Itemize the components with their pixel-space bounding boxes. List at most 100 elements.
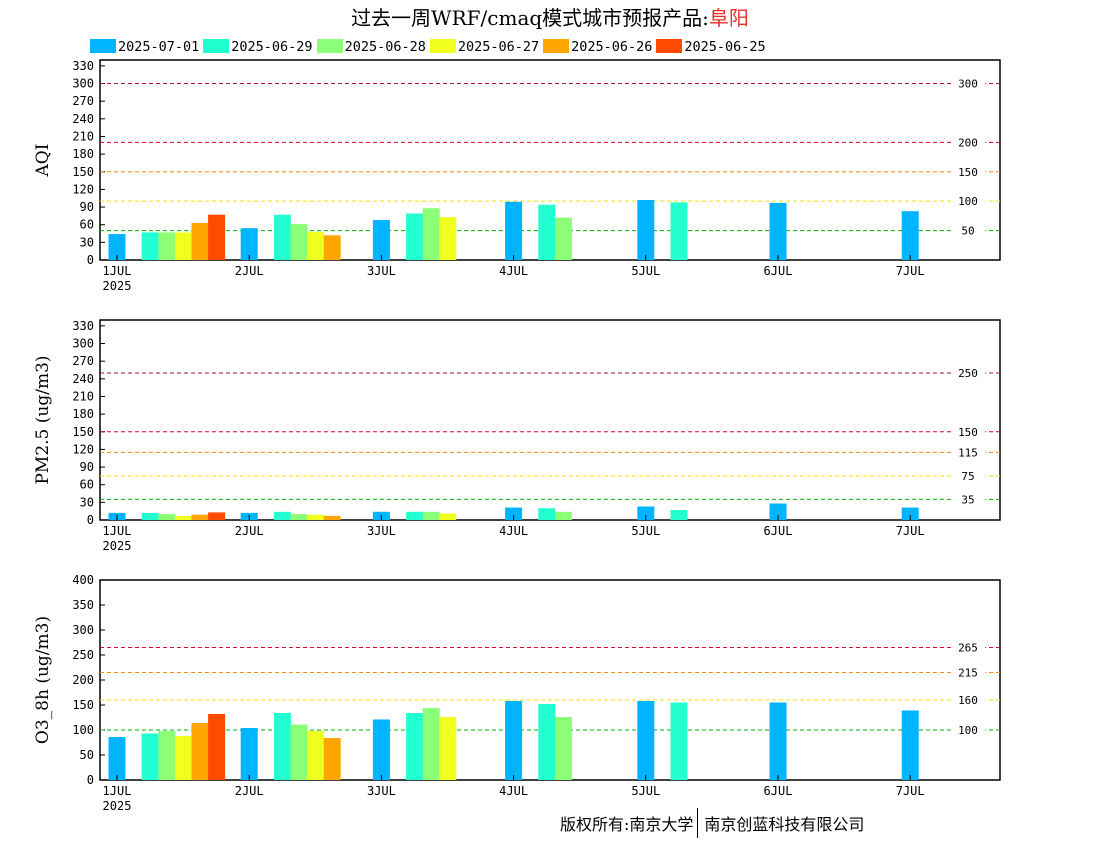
threshold-label: 50	[961, 225, 974, 238]
x-tick-year: 2025	[103, 279, 132, 293]
y-tick-label: 240	[72, 372, 94, 386]
bar-2025-07-01-6	[901, 507, 919, 520]
y-tick-label: 400	[72, 573, 94, 587]
bar-2025-07-01-0	[108, 234, 126, 260]
bar-2025-06-26-0	[191, 222, 209, 260]
x-tick-label: 5JUL	[631, 524, 660, 538]
threshold-label: 150	[958, 166, 978, 179]
threshold-label-bg	[951, 77, 985, 90]
y-tick-label: 150	[72, 698, 94, 712]
bar-2025-06-25-0	[208, 512, 226, 520]
threshold-label-bg	[951, 666, 985, 679]
y-tick-label: 60	[80, 478, 94, 492]
threshold-label: 250	[958, 367, 978, 380]
bar-2025-06-29-1	[273, 511, 291, 520]
x-tick-label: 2JUL	[235, 264, 264, 278]
x-tick-label: 6JUL	[764, 524, 793, 538]
threshold-label-bg	[951, 446, 985, 459]
bar-2025-07-01-5	[769, 702, 787, 780]
y-tick-label: 0	[87, 773, 94, 787]
y-tick-label: 180	[72, 407, 94, 421]
y-tick-label: 60	[80, 218, 94, 232]
chart-title: 过去一周WRF/cmaq模式城市预报产品:阜阳	[0, 2, 1100, 31]
threshold-label-bg	[951, 493, 985, 506]
bar-2025-06-26-1	[323, 515, 341, 520]
legend-item-2025-06-27: 2025-06-27	[429, 39, 540, 55]
threshold-label-bg	[951, 366, 985, 379]
y-tick-label: 300	[72, 623, 94, 637]
y-tick-label: 90	[80, 460, 94, 474]
bar-2025-06-29-2	[406, 713, 424, 780]
threshold-label: 75	[961, 470, 974, 483]
bar-2025-06-28-3	[554, 511, 572, 520]
footer-divider	[697, 808, 699, 838]
legend-label: 2025-06-27	[457, 39, 540, 55]
bar-2025-06-29-4	[670, 510, 688, 520]
title-prefix: 过去一周WRF/cmaq模式城市预报产品:	[351, 6, 709, 30]
legend-label: 2025-07-01	[118, 39, 200, 55]
legend-swatch	[656, 39, 683, 53]
y-tick-label: 30	[80, 235, 94, 249]
legend-item-2025-06-28: 2025-06-28	[316, 39, 426, 55]
y-tick-label: 350	[72, 598, 94, 612]
bar-2025-07-01-0	[108, 737, 126, 780]
threshold-label: 160	[958, 694, 978, 707]
bar-2025-06-27-1	[307, 231, 325, 260]
legend-swatch	[90, 39, 116, 53]
bar-2025-07-01-4	[637, 701, 655, 780]
x-tick-label: 1JUL	[103, 524, 132, 538]
bar-2025-06-27-1	[307, 731, 325, 780]
threshold-label: 200	[958, 136, 978, 149]
threshold-label-bg	[951, 724, 985, 736]
x-tick-label: 2JUL	[235, 784, 264, 798]
legend-swatch	[429, 39, 456, 53]
legend-item-2025-06-26: 2025-06-26	[543, 39, 652, 55]
y-tick-label: 0	[87, 513, 94, 527]
y-tick-label: 270	[72, 94, 94, 108]
legend-swatch	[203, 39, 230, 53]
bar-2025-06-27-0	[174, 515, 192, 520]
threshold-label-bg	[951, 469, 985, 482]
bar-2025-06-26-0	[191, 723, 209, 780]
bar-2025-06-28-2	[422, 511, 440, 520]
bar-2025-07-01-4	[637, 506, 655, 520]
y-tick-label: 90	[80, 200, 94, 214]
legend-swatch	[543, 39, 570, 53]
bar-2025-06-29-3	[538, 704, 556, 780]
copyright-right: 南京创蓝科技有限公司	[704, 815, 865, 834]
copyright-footer: 版权所有:南京大学 南京创蓝科技有限公司	[560, 808, 864, 838]
x-tick-label: 3JUL	[367, 264, 396, 278]
y-tick-label: 210	[72, 129, 94, 143]
y-tick-label: 50	[80, 748, 94, 762]
threshold-label-bg	[951, 136, 985, 149]
x-tick-label: 4JUL	[499, 784, 528, 798]
threshold-label: 215	[958, 667, 978, 680]
bar-2025-07-01-6	[901, 710, 919, 780]
y-tick-label: 0	[87, 253, 94, 267]
bar-2025-07-01-6	[901, 211, 919, 260]
bar-2025-06-29-0	[141, 232, 159, 260]
threshold-label: 100	[958, 724, 978, 737]
threshold-label: 300	[958, 78, 978, 91]
bar-2025-06-29-0	[141, 512, 159, 520]
bar-2025-07-01-3	[505, 201, 523, 260]
bar-2025-07-01-2	[372, 719, 390, 780]
y-axis-label: PM2.5 (ug/m3)	[33, 355, 53, 484]
y-tick-label: 30	[80, 495, 94, 509]
x-tick-label: 5JUL	[631, 784, 660, 798]
y-tick-label: 270	[72, 354, 94, 368]
legend-label: 2025-06-29	[231, 39, 313, 55]
y-tick-label: 330	[72, 59, 94, 73]
x-tick-label: 6JUL	[764, 784, 793, 798]
x-tick-label: 4JUL	[499, 524, 528, 538]
bar-2025-06-29-3	[538, 508, 556, 520]
bar-2025-06-26-1	[323, 235, 341, 260]
bar-2025-07-01-1	[240, 728, 258, 780]
threshold-label-bg	[951, 195, 985, 208]
bar-2025-06-28-3	[554, 717, 572, 780]
threshold-label: 150	[958, 426, 978, 439]
bar-2025-06-29-1	[273, 214, 291, 260]
x-tick-label: 1JUL	[103, 264, 132, 278]
bar-2025-06-29-2	[406, 511, 424, 520]
bar-2025-06-27-1	[307, 514, 325, 520]
